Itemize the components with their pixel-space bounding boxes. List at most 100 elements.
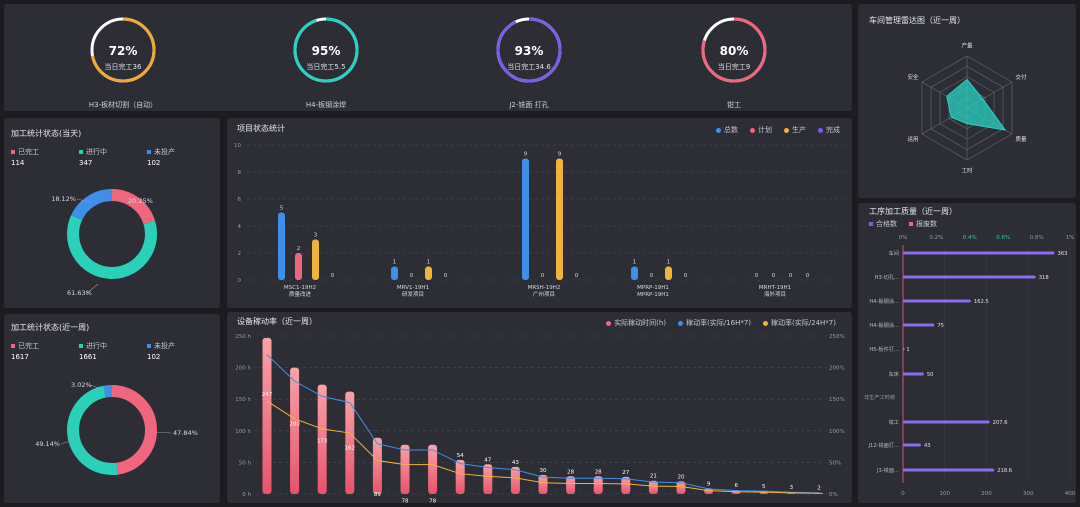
legend-marker [678,320,684,326]
stat-label-text: 已完工 [18,148,39,156]
row-label: 车间 [889,249,899,257]
donut-leader [60,439,74,445]
bar-value-label: 0 [650,273,654,279]
legend-marker [147,150,151,154]
gauge-progress-arc [293,17,359,83]
legend-item[interactable]: 报废数 [909,219,937,229]
quality-bar [903,323,935,327]
quality-bar [903,372,924,376]
legend-marker [716,127,721,133]
category-label: MPRP-19H1 [637,292,669,298]
radar-axis-label: 交付 [1016,73,1028,81]
bottom-axis-tick: 200 [981,491,992,497]
legend-item[interactable]: 总数 [716,125,738,135]
panel-title: 项目状态统计 [237,124,285,133]
stat-label-text: 已完工 [18,342,39,350]
y-right-tick: 250% [829,334,845,340]
top-axis-tick: 1% [1066,235,1075,241]
utilization-bar [290,367,300,494]
top-axis-tick: 0.8% [1030,235,1044,241]
legend-item[interactable]: 完成 [818,125,840,135]
category-label: 广州项目 [533,290,555,298]
row-label: H4-板钢涂... [869,321,899,329]
top-axis-tick: 0.6% [996,235,1010,241]
legend-item[interactable]: 实际稼动时间(h) [606,318,666,328]
bar-value-label: 47 [484,457,491,463]
radar-axis-label: 质量 [1016,135,1028,143]
legend-marker [784,127,789,133]
bar-value-label: 0 [331,273,335,279]
today-donut-chart: 18.12% 20.25% 61.63% [51,189,157,297]
utilization-bar [400,444,410,494]
donut-leader [126,200,140,205]
y-left-tick: 250 h [235,334,251,340]
quality-bar-chart: 0% 0.2% 0.4% 0.6% 0.8% 1% 0 100 200 300 400 车间 363 H3… [864,235,1076,497]
y-left-tick: 50 h [239,460,252,466]
row-label: H4-板钢涂... [869,297,899,305]
bottom-axis-tick: 0 [901,491,905,497]
bottom-axis-tick: 100 [940,491,951,497]
gauge-completed: 当日完工36 [104,63,142,71]
legend-marker [606,320,612,326]
bar-value-label: 207.6 [993,420,1008,426]
bottom-axis-tick: 400 [1065,491,1076,497]
y-tick-label: 0 [238,278,242,284]
legend-item[interactable]: 稼动率(实际/24H*7) [763,318,836,328]
bar-value-label: 200 [289,422,300,428]
utilization-bar [428,444,438,494]
legend-item[interactable]: 稼动率(实际/16H*7) [678,318,751,328]
legend-label: 计划 [758,126,772,134]
legend-item[interactable]: 合格数 [869,219,897,229]
legend-item[interactable]: 计划 [750,125,772,135]
gauge-label: H4-板钢涂焊 [305,101,347,109]
bar-value-label: 43 [924,443,931,449]
legend-marker [11,150,15,154]
quality-bar [903,347,905,351]
bar-value-label: 20 [678,474,685,480]
utilization-bar [510,466,520,494]
stat-label: 进行中 [79,341,147,351]
week-stats: 已完工 进行中 未投产 1617 1661 102 [11,341,215,361]
utilization-bar [593,476,603,494]
y-left-tick: 100 h [235,429,251,435]
project-bar [295,253,302,280]
bar-value-label: 3 [314,233,318,239]
week-stats-panel: 加工统计状态(近一周) 已完工 进行中 未投产 1617 1661 102 3.02% 49… [4,314,220,503]
donut-slice [67,385,119,475]
radar-axis-label: 安全 [907,73,919,81]
bar-value-label: 54 [457,453,464,459]
gauge-percent: 72% [108,44,138,58]
category-label: 海外项目 [764,290,786,298]
quality-bar [903,468,995,472]
legend-label: 生产 [792,126,806,134]
stat-value: 102 [147,159,161,167]
radar-axis-label: 运用 [907,135,918,143]
legend-label: 报废数 [916,220,937,228]
gauge-completed: 当日完工34.6 [507,63,551,71]
bar-value-label: 1 [667,260,671,266]
donut-label: 18.12% [51,195,76,203]
quality-bar [903,299,971,303]
gauge-completed: 当日完工5.5 [306,63,346,71]
bar-value-label: 89 [374,492,381,498]
quality-panel: 工序加工质量（近一周） 合格数 报废数 0% 0.2% 0.4% 0.6% 0.8% 1% 0… [858,203,1076,503]
legend-item[interactable]: 生产 [784,125,806,135]
donut-leader [153,431,172,434]
donut-slice [103,385,113,398]
bar-value-label: 78 [402,499,409,503]
gauge-percent: 93% [514,44,544,58]
project-bar-chart: 10864205230MSC1-19H2质量改进1010MRV1-19H1研发项… [234,143,847,298]
bar-value-label: 43 [512,460,519,466]
legend-marker [79,344,83,348]
quality-bar [903,275,1036,279]
legend-label: 稼动率(实际/24H*7) [771,319,836,327]
row-label: H5-板件打... [869,345,899,353]
bar-value-label: 0 [772,273,776,279]
category-label: 研发项目 [402,290,424,298]
donut-leader [76,198,91,203]
bar-value-label: 28 [595,469,602,475]
project-bar [631,266,638,280]
y-tick-label: 10 [234,143,241,149]
utilization-bar [704,488,714,494]
